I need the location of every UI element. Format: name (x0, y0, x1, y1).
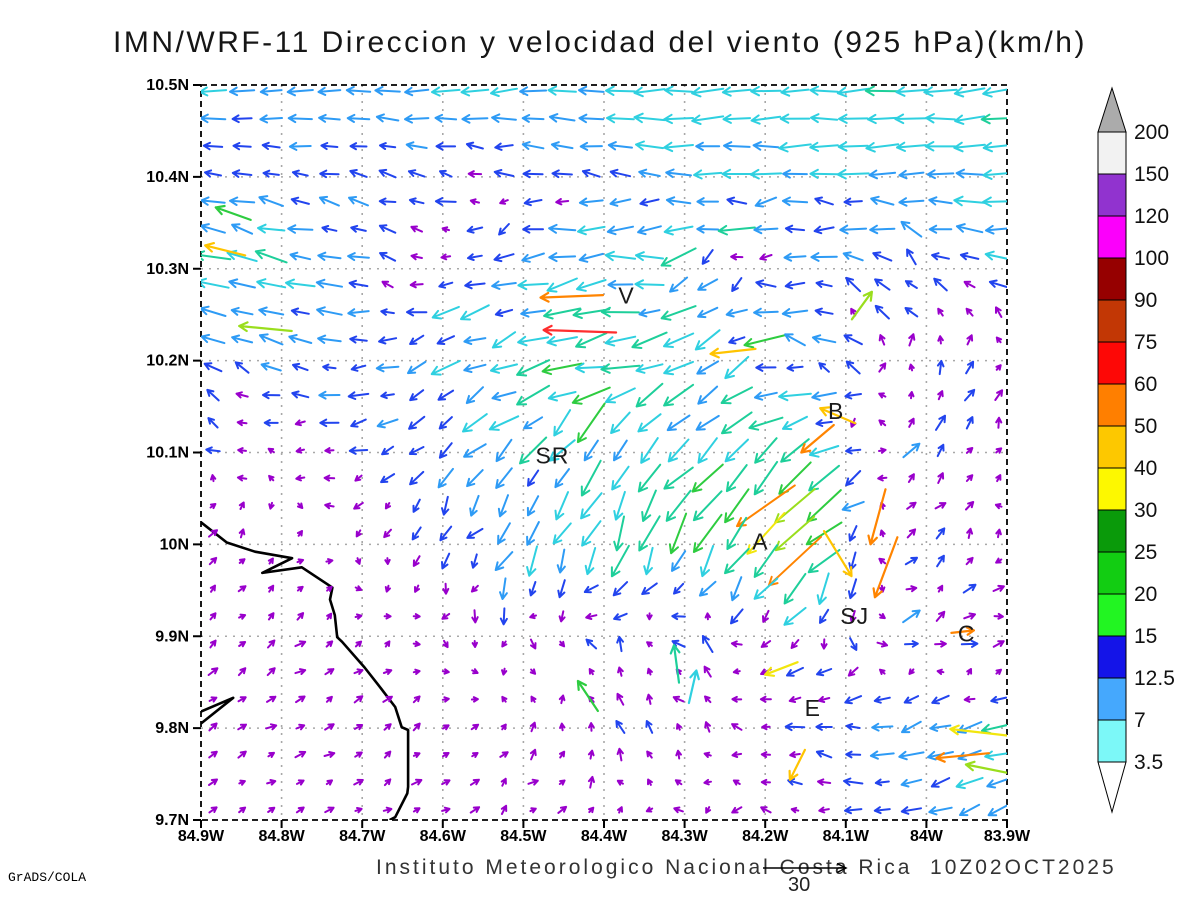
svg-text:90: 90 (1134, 289, 1157, 312)
svg-text:84.5W: 84.5W (500, 828, 547, 845)
svg-text:30: 30 (1134, 499, 1157, 522)
station-label: SR (535, 442, 569, 468)
svg-text:84.1W: 84.1W (823, 828, 870, 845)
footer-caption: Instituto Meteorologico Nacional Costa R… (376, 856, 1117, 879)
svg-text:83.9W: 83.9W (984, 828, 1031, 845)
svg-text:3.5: 3.5 (1134, 751, 1163, 774)
station-label: A (752, 529, 768, 555)
svg-text:60: 60 (1134, 373, 1157, 396)
axis-ticks-labels: 84.9W 84.8W 84.7W 84.6W 84.5W 84.4W 84.3W 84.2W… (146, 77, 1031, 845)
svg-text:50: 50 (1134, 415, 1157, 438)
station-label: B (828, 398, 844, 424)
svg-text:150: 150 (1134, 163, 1169, 186)
svg-text:200: 200 (1134, 121, 1169, 144)
svg-text:20: 20 (1134, 583, 1157, 606)
svg-text:100: 100 (1134, 247, 1169, 270)
svg-text:84.2W: 84.2W (742, 828, 789, 845)
svg-text:75: 75 (1134, 331, 1157, 354)
chart-title: IMN/WRF-11 Direccion y velocidad del vie… (113, 26, 1087, 59)
svg-text:10.5N: 10.5N (146, 77, 189, 94)
svg-text:25: 25 (1134, 541, 1157, 564)
svg-text:7: 7 (1134, 709, 1146, 732)
grads-credit: GrADS/COLA (8, 870, 87, 885)
svg-text:10N: 10N (160, 536, 189, 553)
svg-text:9.9N: 9.9N (155, 628, 189, 645)
station-labels: V SR B A SJ C E (535, 282, 976, 721)
svg-text:9.8N: 9.8N (155, 720, 189, 737)
station-label: E (805, 695, 821, 721)
svg-text:12.5: 12.5 (1134, 667, 1175, 690)
reference-vector-value: 30 (788, 874, 811, 896)
svg-text:9.7N: 9.7N (155, 812, 189, 829)
grid-lines (201, 85, 1007, 820)
svg-text:10.4N: 10.4N (146, 169, 189, 186)
svg-text:84.3W: 84.3W (661, 828, 708, 845)
station-label: C (958, 620, 976, 646)
coastline (201, 521, 410, 820)
svg-text:10.3N: 10.3N (146, 261, 189, 278)
svg-text:15: 15 (1134, 625, 1157, 648)
svg-text:10.1N: 10.1N (146, 445, 189, 462)
svg-text:40: 40 (1134, 457, 1157, 480)
svg-text:120: 120 (1134, 205, 1169, 228)
colorbar: 3.5 7 12.5 15 20 25 30 40 50 60 75 90 100 120 150 200 (1097, 86, 1175, 814)
svg-text:84W: 84W (910, 828, 944, 845)
station-label: SJ (840, 603, 869, 629)
svg-text:10.2N: 10.2N (146, 353, 189, 370)
svg-text:84.7W: 84.7W (339, 828, 386, 845)
station-label: V (618, 282, 634, 308)
svg-text:84.6W: 84.6W (420, 828, 467, 845)
svg-text:84.4W: 84.4W (581, 828, 628, 845)
map-frame (200, 84, 1008, 821)
svg-text:84.9W: 84.9W (178, 828, 225, 845)
svg-text:84.8W: 84.8W (258, 828, 305, 845)
wind-vectors (201, 85, 1007, 817)
